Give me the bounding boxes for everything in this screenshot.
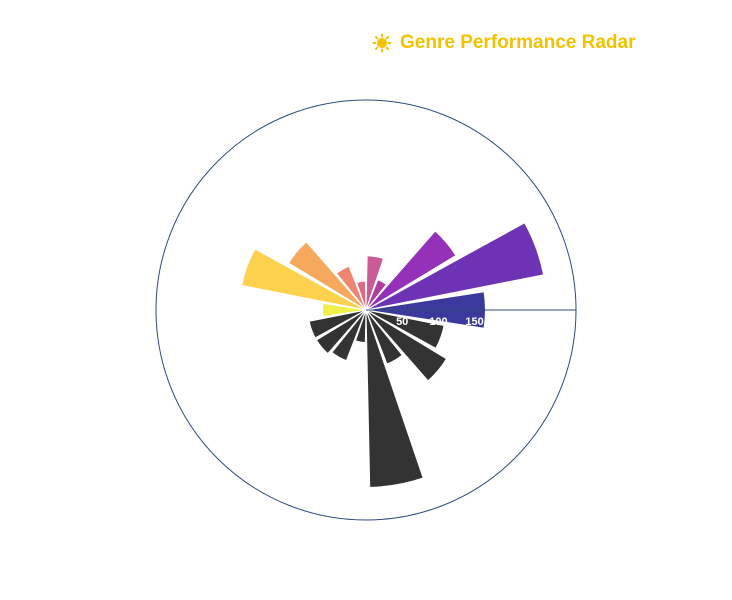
bar-15[interactable] [365,309,424,488]
bar-3[interactable] [365,230,457,311]
bar-10[interactable] [322,302,367,318]
bar-13[interactable] [331,309,367,362]
bar-18[interactable] [365,309,445,350]
chart-title-text: Genre Performance Radar [400,32,636,53]
bar-7[interactable] [335,265,367,311]
bar-8[interactable] [287,241,367,311]
bar-4[interactable] [365,278,388,311]
bar-12[interactable] [315,309,367,355]
bar-14[interactable] [354,309,367,344]
bar-16[interactable] [365,309,404,365]
radial-tick-label-150: 150 [465,316,483,328]
chart-title: Genre Performance Radar [372,32,636,54]
bar-11[interactable] [308,309,367,339]
bar-9[interactable] [241,248,367,311]
bar-17[interactable] [365,309,448,382]
bar-5[interactable] [365,255,385,311]
radial-tick-label-100: 100 [429,316,447,328]
sun-icon [372,33,392,53]
bars-group [241,222,545,488]
radial-tick-label-50: 50 [396,316,408,328]
bar-2[interactable] [365,222,545,311]
radial-tick-labels: 50 100 150 [396,316,484,328]
